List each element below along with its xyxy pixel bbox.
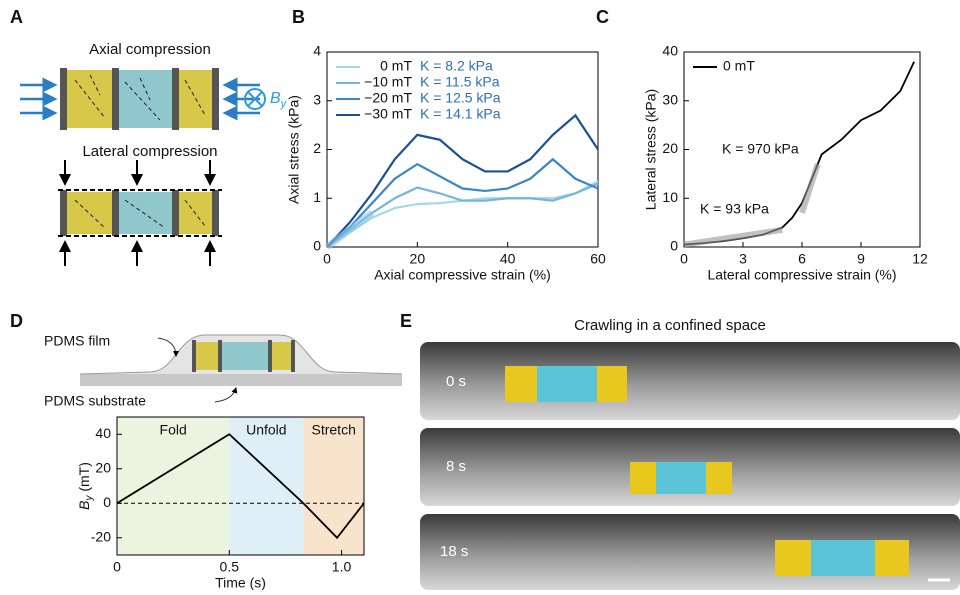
x-tick-label: 0 xyxy=(680,251,688,267)
x-tick-label: 0 xyxy=(323,251,331,267)
frame-time: 0 s xyxy=(446,373,466,390)
legend-label: −20 mT xyxy=(364,90,412,106)
legend-label: −10 mT xyxy=(364,74,412,90)
module-lateral xyxy=(58,190,222,236)
y-tick-label: 40 xyxy=(662,43,678,59)
annotation: K = 93 kPa xyxy=(700,201,769,217)
y-tick-label: 0 xyxy=(670,238,678,254)
fit-line xyxy=(684,230,782,245)
y-tick-label: 1 xyxy=(313,189,321,205)
y-tick-label: 4 xyxy=(313,43,321,59)
x-tick-label: 0.5 xyxy=(220,559,240,575)
legend-annotation: K = 12.5 kPa xyxy=(420,90,501,106)
y-label-unit: (mT) xyxy=(76,462,92,495)
substrate-label: PDMS substrate xyxy=(44,393,146,409)
y-tick-label: 10 xyxy=(662,189,678,205)
figure: A B C D E Axial compression By Lateral c… xyxy=(0,0,960,590)
x-tick-label: 1.0 xyxy=(332,559,352,575)
legend-label: −30 mT xyxy=(364,106,412,122)
region-label: Unfold xyxy=(246,422,286,438)
fit-line xyxy=(327,213,372,247)
pointer xyxy=(158,338,176,356)
legend-annotation: K = 11.5 kPa xyxy=(420,74,500,90)
x-tick-label: 20 xyxy=(410,251,426,267)
y-tick-label: 40 xyxy=(95,425,111,441)
film-label: PDMS film xyxy=(44,333,110,349)
plot-frame xyxy=(684,52,920,247)
x-tick-label: 3 xyxy=(739,251,747,267)
y-tick-label: 3 xyxy=(313,91,321,107)
panel-label: D xyxy=(10,311,23,331)
y-axis-label: Axial stress (kPa) xyxy=(286,95,302,204)
panel-label: A xyxy=(10,7,23,27)
panel-label: C xyxy=(596,7,609,27)
x-tick-label: 0 xyxy=(113,559,121,575)
photos xyxy=(420,342,960,590)
pointer xyxy=(215,388,236,402)
x-axis-label: Axial compressive strain (%) xyxy=(374,267,551,283)
module-axial xyxy=(60,68,219,130)
substrate xyxy=(80,374,402,386)
module-d xyxy=(192,340,295,372)
legend-label: 0 mT xyxy=(723,58,755,74)
photo-title: Crawling in a confined space xyxy=(574,317,766,334)
y-axis-label: By (mT) xyxy=(76,462,95,510)
frame-time: 18 s xyxy=(440,543,468,560)
panel-label: E xyxy=(400,311,412,331)
x-axis-label: Lateral compressive strain (%) xyxy=(707,267,896,283)
y-tick-label: 0 xyxy=(313,238,321,254)
x-tick-label: 12 xyxy=(912,251,928,267)
frame-time: 8 s xyxy=(446,458,466,475)
axial-title: Axial compression xyxy=(89,41,211,58)
x-axis-label: Time (s) xyxy=(215,575,266,590)
x-tick-label: 9 xyxy=(857,251,865,267)
y-tick-label: 20 xyxy=(95,459,111,475)
series-line xyxy=(327,159,598,247)
region-label: Stretch xyxy=(312,422,356,438)
region-label: Fold xyxy=(160,422,187,438)
y-tick-label: 20 xyxy=(662,140,678,156)
series-line xyxy=(684,62,914,245)
lateral-title: Lateral compression xyxy=(82,143,217,160)
y-tick-label: 0 xyxy=(103,494,111,510)
x-tick-label: 40 xyxy=(500,251,516,267)
y-axis-label: Lateral stress (kPa) xyxy=(643,89,659,210)
annotation: K = 970 kPa xyxy=(722,141,799,157)
legend-label: 0 mT xyxy=(380,58,412,74)
series-line xyxy=(327,115,598,247)
legend-annotation: K = 8.2 kPa xyxy=(420,58,493,74)
legend-annotation: K = 14.1 kPa xyxy=(420,106,501,122)
panel-label: B xyxy=(292,7,305,27)
x-tick-label: 6 xyxy=(798,251,806,267)
y-tick-label: 30 xyxy=(662,91,678,107)
y-tick-label: 2 xyxy=(313,140,321,156)
y-label-symbol: B xyxy=(76,501,92,510)
y-tick-label: -20 xyxy=(91,528,111,544)
fit-line xyxy=(802,164,818,213)
x-tick-label: 60 xyxy=(590,251,606,267)
